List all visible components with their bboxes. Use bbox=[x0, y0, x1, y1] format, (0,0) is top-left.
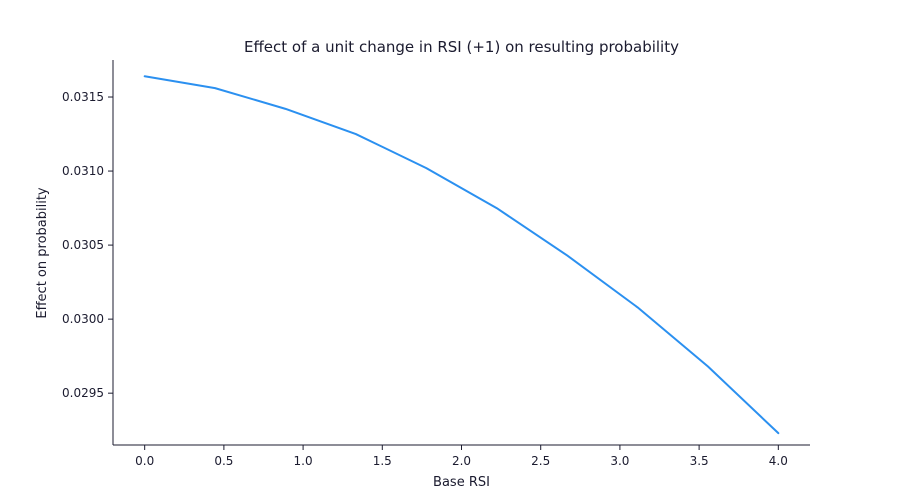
x-tick-label: 1.0 bbox=[294, 454, 313, 468]
x-tick-label: 4.0 bbox=[769, 454, 788, 468]
y-tick-label: 0.0305 bbox=[62, 238, 104, 252]
x-tick-label: 0.5 bbox=[214, 454, 233, 468]
chart-title: Effect of a unit change in RSI (+1) on r… bbox=[244, 38, 679, 56]
y-tick-label: 0.0310 bbox=[62, 164, 104, 178]
x-tick-label: 3.0 bbox=[610, 454, 629, 468]
y-tick-label: 0.0295 bbox=[62, 386, 104, 400]
series-group bbox=[143, 75, 780, 435]
axes bbox=[112, 60, 810, 446]
series-line bbox=[143, 75, 780, 435]
y-ticks: 0.0295 0.0300 0.0305 0.0310 0.0315 bbox=[62, 90, 113, 400]
y-tick-label: 0.0300 bbox=[62, 312, 104, 326]
x-ticks: 0.0 0.5 1.0 1.5 2.0 2.5 3.0 3.5 4.0 bbox=[135, 445, 788, 468]
x-axis-label: Base RSI bbox=[433, 475, 490, 490]
x-tick-label: 0.0 bbox=[135, 454, 154, 468]
x-tick-label: 2.0 bbox=[452, 454, 471, 468]
x-tick-label: 3.5 bbox=[690, 454, 709, 468]
x-tick-label: 2.5 bbox=[531, 454, 550, 468]
x-tick-label: 1.5 bbox=[373, 454, 392, 468]
y-axis-label: Effect on probability bbox=[35, 187, 50, 319]
y-tick-label: 0.0315 bbox=[62, 90, 104, 104]
